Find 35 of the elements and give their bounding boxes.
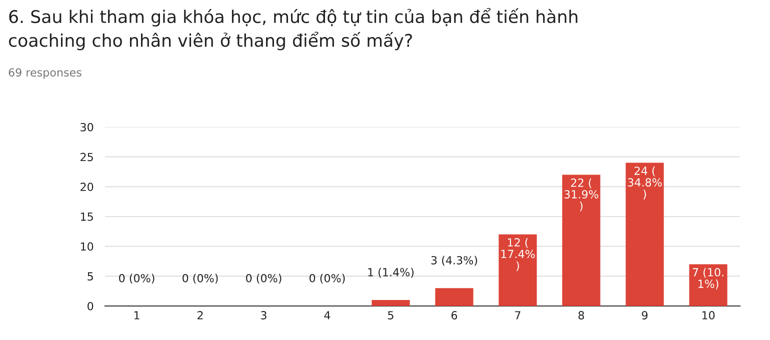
data-label: 0 (0%) bbox=[182, 274, 218, 284]
bar bbox=[626, 162, 664, 306]
y-tick-label: 30 bbox=[80, 122, 94, 132]
data-label: 24 ( 34.8% ) bbox=[628, 166, 662, 200]
bar bbox=[689, 264, 728, 306]
x-tick-label: 4 bbox=[324, 311, 330, 320]
bar bbox=[562, 174, 600, 306]
y-tick-label: 20 bbox=[80, 182, 94, 192]
data-label: 1 (1.4%) bbox=[368, 268, 414, 278]
data-label: 7 (10. 1%) bbox=[692, 268, 724, 290]
bar bbox=[498, 234, 537, 306]
x-tick-label: 7 bbox=[515, 311, 520, 320]
data-label: 0 (0%) bbox=[119, 274, 154, 284]
y-tick-label: 25 bbox=[80, 152, 93, 162]
x-tick-label: 5 bbox=[388, 311, 394, 320]
x-tick-label: 6 bbox=[451, 311, 458, 320]
data-label: 3 (4.3%) bbox=[431, 256, 478, 266]
data-label: 22 ( 31.9% ) bbox=[564, 178, 598, 212]
bar bbox=[372, 300, 410, 306]
y-tick-label: 10 bbox=[80, 242, 94, 251]
x-tick-label: 9 bbox=[642, 311, 648, 320]
x-tick-label: 2 bbox=[198, 311, 203, 320]
x-tick-label: 3 bbox=[261, 311, 266, 320]
x-tick-label: 1 bbox=[134, 311, 140, 320]
x-tick-label: 10 bbox=[702, 311, 715, 320]
data-label: 0 (0%) bbox=[246, 274, 282, 284]
y-tick-label: 5 bbox=[88, 272, 93, 281]
y-tick-label: 15 bbox=[80, 212, 93, 221]
data-label: 0 (0%) bbox=[310, 274, 345, 284]
x-tick-label: 8 bbox=[578, 311, 584, 320]
bar bbox=[435, 288, 474, 306]
chart-title: 6. Sau khi tham gia khóa học, mức độ tự tin của bạn để tiến hành coaching cho nhân viên ở thang điểm số mấy? bbox=[8, 8, 578, 50]
chart-subtitle: 69 responses bbox=[8, 68, 82, 79]
y-tick-label: 0 bbox=[88, 302, 94, 310]
data-label: 12 ( 17.4% ) bbox=[501, 238, 535, 272]
